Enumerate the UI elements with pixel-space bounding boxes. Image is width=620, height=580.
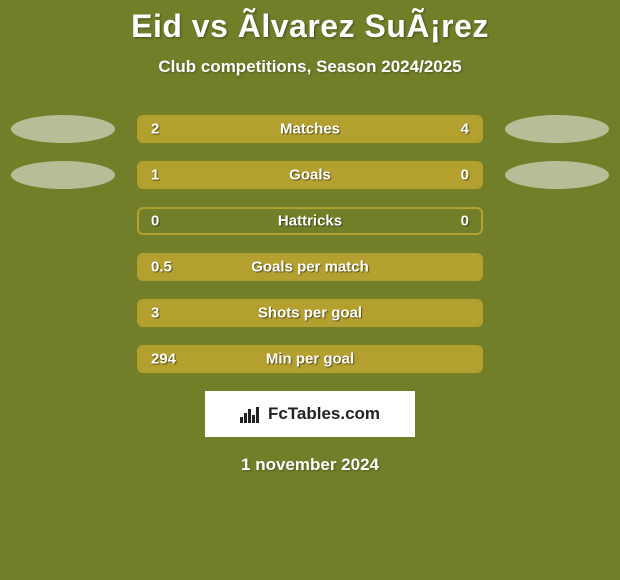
subtitle: Club competitions, Season 2024/2025: [0, 57, 620, 77]
player-ellipse-right: [505, 115, 609, 143]
stat-bar: 2 4 Matches: [137, 115, 483, 143]
stat-value-left: 0: [151, 213, 159, 230]
stat-value-left: 3: [151, 305, 159, 322]
stat-value-left: 0.5: [151, 259, 172, 276]
player-ellipse-right: [505, 161, 609, 189]
stat-label: Hattricks: [278, 213, 342, 230]
stat-row: 1 0 Goals: [0, 161, 620, 189]
stat-bar: 0.5 Goals per match: [137, 253, 483, 281]
stat-value-right: 0: [461, 167, 469, 184]
stat-bar: 0 0 Hattricks: [137, 207, 483, 235]
stat-value-left: 2: [151, 121, 159, 138]
stat-row: 2 4 Matches: [0, 115, 620, 143]
stat-value-left: 294: [151, 351, 176, 368]
bars-icon: [240, 405, 262, 423]
player-ellipse-left: [11, 161, 115, 189]
stat-row: 0 0 Hattricks: [0, 207, 620, 235]
stat-label: Goals per match: [251, 259, 369, 276]
player-ellipse-left: [11, 115, 115, 143]
stat-label: Matches: [280, 121, 340, 138]
stat-row: 294 Min per goal: [0, 345, 620, 373]
stat-label: Min per goal: [266, 351, 354, 368]
stat-row: 0.5 Goals per match: [0, 253, 620, 281]
stat-value-right: 0: [461, 213, 469, 230]
page-title: Eid vs Ãlvarez SuÃ¡rez: [0, 0, 620, 45]
bar-left-fill: [139, 163, 399, 187]
logo-text: FcTables.com: [268, 404, 380, 424]
logo: FcTables.com: [240, 404, 380, 424]
stat-value-left: 1: [151, 167, 159, 184]
stat-bar: 3 Shots per goal: [137, 299, 483, 327]
stat-bar: 294 Min per goal: [137, 345, 483, 373]
stat-label: Shots per goal: [258, 305, 362, 322]
stat-row: 3 Shots per goal: [0, 299, 620, 327]
date-text: 1 november 2024: [0, 455, 620, 475]
stats-container: 2 4 Matches 1 0 Goals 0 0 Hattricks 0.5 Goals per …: [0, 115, 620, 373]
stat-value-right: 4: [461, 121, 469, 138]
stat-label: Goals: [289, 167, 331, 184]
logo-box: FcTables.com: [205, 391, 415, 437]
stat-bar: 1 0 Goals: [137, 161, 483, 189]
